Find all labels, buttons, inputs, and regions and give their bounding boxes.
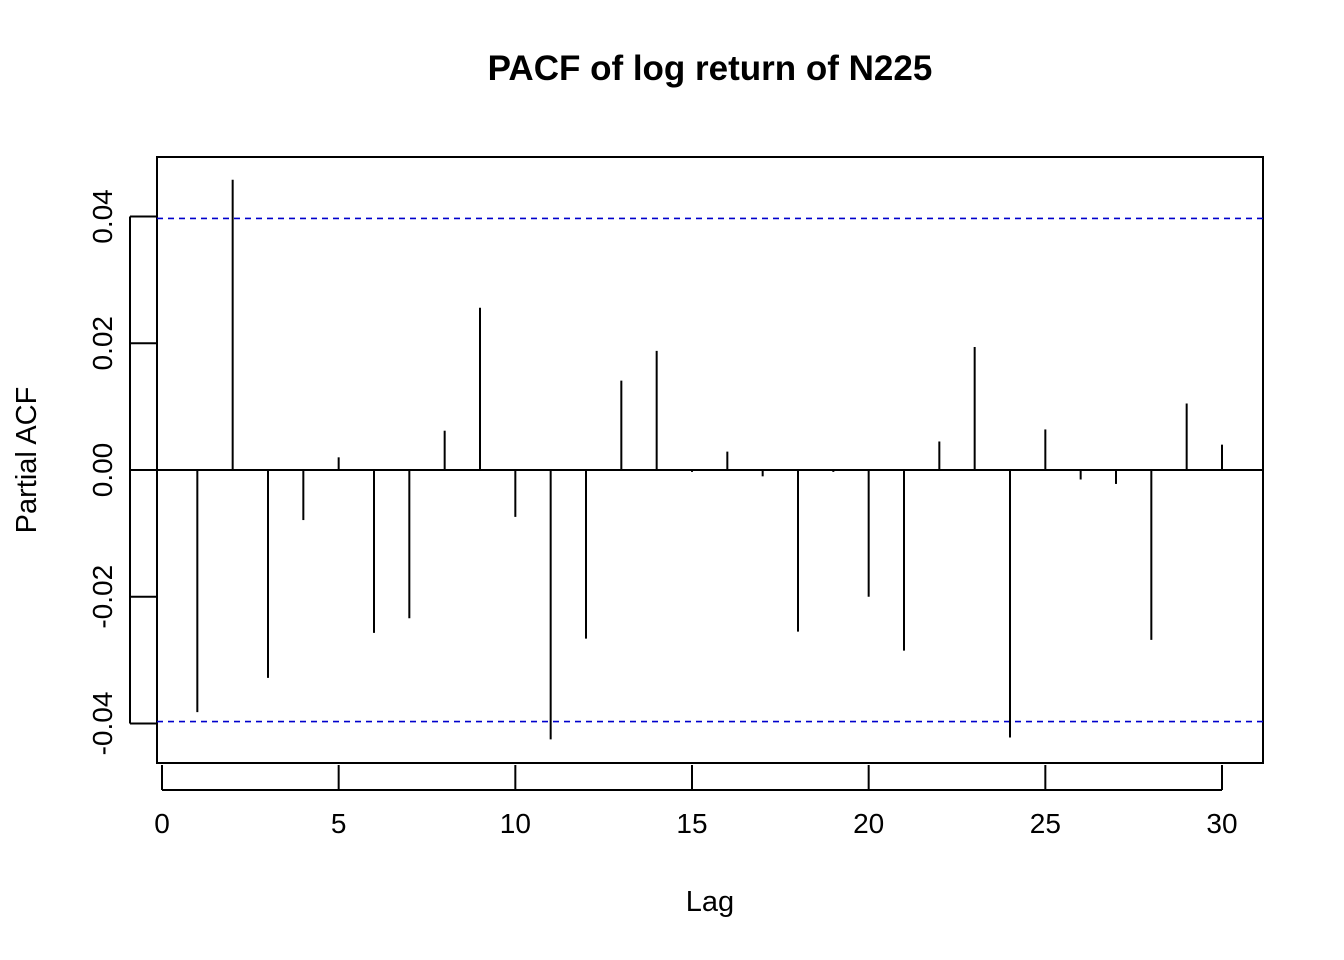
x-tick-label-30: 30 [1206,808,1237,839]
x-tick-label-25: 25 [1030,808,1061,839]
y-tick-label-0: -0.04 [87,692,118,756]
plot-frame [156,156,1264,764]
y-tick-label-4: 0.04 [87,189,118,244]
y-tick-label-3: 0.02 [87,316,118,371]
x-tick-label-20: 20 [853,808,884,839]
chart-marks: 0 5 10 15 20 25 30 -0.04 -0.02 0.00 0.02 0.04 [87,179,1263,839]
y-tick-label-2: 0.00 [87,443,118,498]
x-tick-label-15: 15 [676,808,707,839]
y-axis-label: Partial ACF [11,387,43,534]
x-axis-label: Lag [686,886,734,918]
x-tick-label-0: 0 [154,808,170,839]
x-tick-label-5: 5 [331,808,347,839]
y-tick-label-1: -0.02 [87,565,118,629]
x-tick-label-10: 10 [500,808,531,839]
chart-title: PACF of log return of N225 [488,49,933,88]
